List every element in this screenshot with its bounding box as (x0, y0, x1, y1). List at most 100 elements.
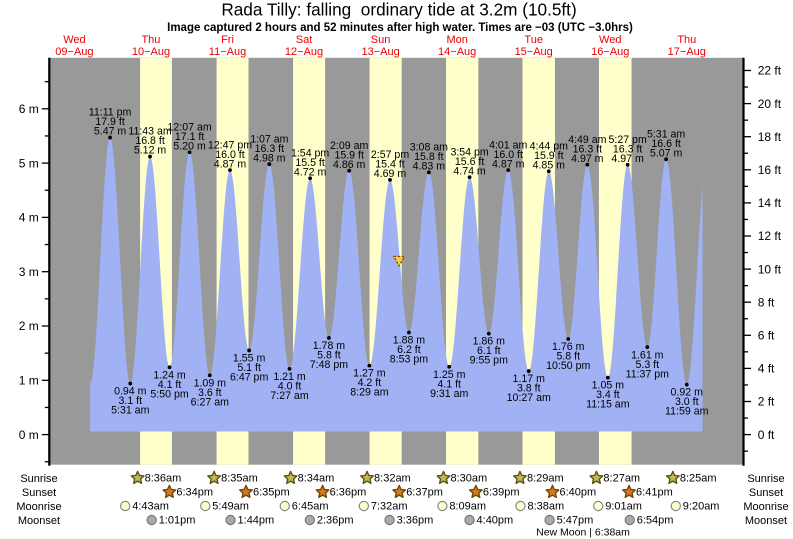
low-tide-label-line: 1.61 m (631, 349, 664, 361)
low-tide-label-line: 3.1 ft (118, 395, 142, 407)
day-date: 14−Aug (438, 46, 476, 58)
low-tide-dot (247, 348, 252, 353)
high-tide-label-line: 4.98 m (253, 152, 286, 164)
day-name: Fri (221, 34, 234, 46)
day-name: Mon (446, 34, 467, 46)
sunset-star-icon (468, 484, 483, 499)
low-tide-dot (367, 363, 372, 368)
high-tide-label-line: 11:11 pm (89, 107, 132, 119)
high-tide-dot (148, 154, 152, 159)
astro-event-time: 6:54pm (637, 515, 674, 527)
high-tide-label-line: 1:07 am (250, 133, 288, 145)
y-right-tick-label: 16 ft (758, 163, 782, 177)
day-date: 15−Aug (515, 46, 553, 58)
low-tide-dot (605, 375, 610, 380)
y-left-tick-label: 0 m (19, 428, 39, 442)
high-tide-dot (187, 150, 192, 155)
low-tide-label-line: 5.1 ft (237, 362, 261, 374)
sunrise-star-icon (436, 470, 451, 485)
astro-event-time: 1:01pm (159, 515, 196, 527)
astro-event-time: 6:36pm (330, 487, 367, 499)
high-tide-label-line: 16.3 ft (255, 143, 285, 155)
sunrise-star-icon (283, 470, 298, 485)
astro-event-time: 6:37pm (406, 487, 443, 499)
high-tide-label-line: 5:31 am (647, 128, 685, 140)
high-tide-label-line: 16.6 ft (651, 138, 681, 150)
low-tide-label-line: 1.86 m (473, 336, 506, 348)
high-tide-dot (228, 168, 232, 173)
high-tide-dot (664, 157, 669, 162)
high-tide-dot (467, 175, 472, 180)
high-tide-label-line: 17.9 ft (95, 116, 125, 128)
low-tide-label-line: 6.2 ft (397, 344, 421, 356)
day-labels: Wed09−AugThu10−AugFri11−AugSat12−AugSun1… (55, 34, 706, 58)
high-tide-dot (267, 162, 272, 167)
low-tide-label-line: 3.8 ft (517, 383, 541, 395)
high-tide-label-line: 4.72 m (294, 166, 327, 178)
y-left-tick-label: 1 m (19, 374, 39, 388)
low-tide-label-line: 1.78 m (313, 340, 346, 352)
y-right-tick-label: 8 ft (758, 295, 775, 309)
low-tide-dot (327, 336, 331, 340)
moonrise-icon (515, 500, 526, 512)
tide-area-polygon (89, 137, 703, 432)
astro-event-time: 8:25am (680, 473, 717, 485)
astro-event-time: 6:45am (292, 501, 329, 513)
moonset-icon (146, 514, 157, 526)
day-date: 11−Aug (209, 46, 246, 58)
axes: 0 m 1 m 2 m 3 m 4 m 5 m 6 m 0 ft 2 ft 4 ft 6 ft 8 f… (19, 57, 782, 466)
sunrise-star-icon (360, 470, 375, 485)
astro-event-time: 5:49am (212, 501, 249, 513)
moonset-icon (544, 514, 555, 526)
sunset-star-icon (162, 484, 177, 499)
day-date: 16−Aug (591, 46, 629, 58)
low-tide-label-line: 9:55 pm (470, 355, 508, 367)
sunrise-star-icon (665, 470, 680, 485)
day-date: 10−Aug (132, 46, 170, 58)
low-tide-label-line: 4.2 ft (358, 377, 382, 389)
day-name: Thu (141, 34, 160, 46)
y-left-tick-label: 2 m (19, 319, 39, 333)
moonrise-icon (437, 500, 448, 512)
astro-event-time: 8:27am (603, 473, 640, 485)
low-tide-label-line: 5:50 pm (150, 388, 188, 400)
moonset-icon (624, 514, 635, 526)
astro-event-time: 8:36am (145, 473, 182, 485)
high-tide-label-line: 16.8 ft (135, 135, 165, 147)
low-tide-label-line: 1.09 m (194, 378, 227, 390)
high-tide-label-line: 15.9 ft (334, 149, 364, 161)
high-tide-label-line: 4.83 m (413, 160, 446, 172)
astro-event-time: 6:41pm (636, 487, 673, 499)
day-name: Sat (296, 34, 313, 46)
sunrise-star-icon (207, 470, 222, 485)
astro-event-time: 2:36pm (317, 515, 354, 527)
astro-event-time: 6:35pm (253, 487, 290, 499)
y-left-tick-label: 4 m (19, 211, 39, 225)
astro-event-time: 6:40pm (559, 487, 596, 499)
high-tide-label-line: 5.20 m (173, 140, 206, 152)
high-tide-label-line: 16.0 ft (494, 149, 524, 161)
astro-event-time: 8:29am (527, 473, 564, 485)
high-tide-dot (506, 168, 511, 173)
low-tide-dot (447, 364, 452, 369)
high-tide-dot (426, 170, 431, 175)
low-tide-label-line: 6.1 ft (477, 345, 501, 357)
moonset-icon (464, 514, 475, 526)
high-tide-label-line: 17.1 ft (175, 131, 205, 143)
low-tide-label-line: 0.94 m (114, 386, 147, 398)
high-tide-label-line: 11:43 am (128, 126, 172, 138)
high-tide-label-line: 16.3 ft (573, 143, 603, 155)
low-tide-label-line: 1.05 m (592, 380, 625, 392)
low-tide-dot (407, 330, 411, 335)
low-tide-label-line: 0.92 m (671, 387, 704, 399)
high-tide-dot (546, 169, 551, 174)
low-tide-label-line: 1.25 m (433, 369, 466, 381)
low-tide-label-line: 10:27 am (507, 392, 551, 404)
high-tide-label-line: 4:01 am (489, 139, 527, 151)
sunset-star-icon (392, 484, 407, 499)
astro-row-label-right: Sunrise (747, 473, 784, 485)
high-tide-label-line: 15.5 ft (295, 157, 325, 169)
low-tide-label-line: 1.76 m (552, 341, 585, 353)
low-tide-dot (287, 367, 292, 371)
low-tide-dot (526, 369, 531, 373)
